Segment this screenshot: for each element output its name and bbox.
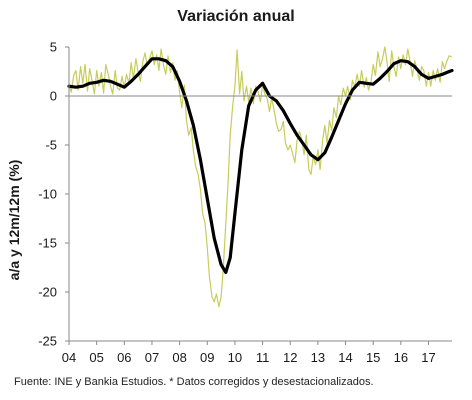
series-line-12m-12m (67, 57, 454, 274)
y-tick-label: -25 (38, 334, 57, 349)
tick-labels-layer: 5 0 -5 -10 -15 -20 -25 04 05 06 07 08 09 10 11 12 13 14 15… (38, 40, 436, 366)
y-tick-label: -20 (38, 285, 57, 300)
y-tick-label: 0 (50, 89, 57, 104)
x-tick-label: 13 (311, 350, 325, 365)
x-tick-label: 12 (283, 350, 297, 365)
x-tick-label: 10 (228, 350, 242, 365)
x-tick-label: 07 (145, 350, 159, 365)
x-tick-label: 04 (62, 350, 76, 365)
x-tick-label: 16 (394, 350, 408, 365)
series-line-a-a (68, 46, 452, 308)
y-tick-label: -5 (45, 138, 57, 153)
x-tick-label: 17 (421, 350, 435, 365)
chart-title: Variación anual (177, 8, 295, 25)
x-tick-label: 15 (366, 350, 380, 365)
y-tick-label: 5 (50, 40, 57, 55)
x-tick-label: 14 (338, 350, 352, 365)
y-tick-label: -15 (38, 236, 57, 251)
x-tick-label: 05 (89, 350, 103, 365)
series-layer (67, 46, 454, 308)
source-note: Fuente: INE y Bankia Estudios. * Datos c… (14, 376, 374, 388)
x-tick-label: 09 (200, 350, 214, 365)
x-tick-label: 11 (256, 350, 270, 365)
x-tick-label: 08 (172, 350, 186, 365)
x-tick-label: 06 (117, 350, 131, 365)
axes-layer (65, 46, 452, 345)
y-tick-label: -10 (38, 187, 57, 202)
